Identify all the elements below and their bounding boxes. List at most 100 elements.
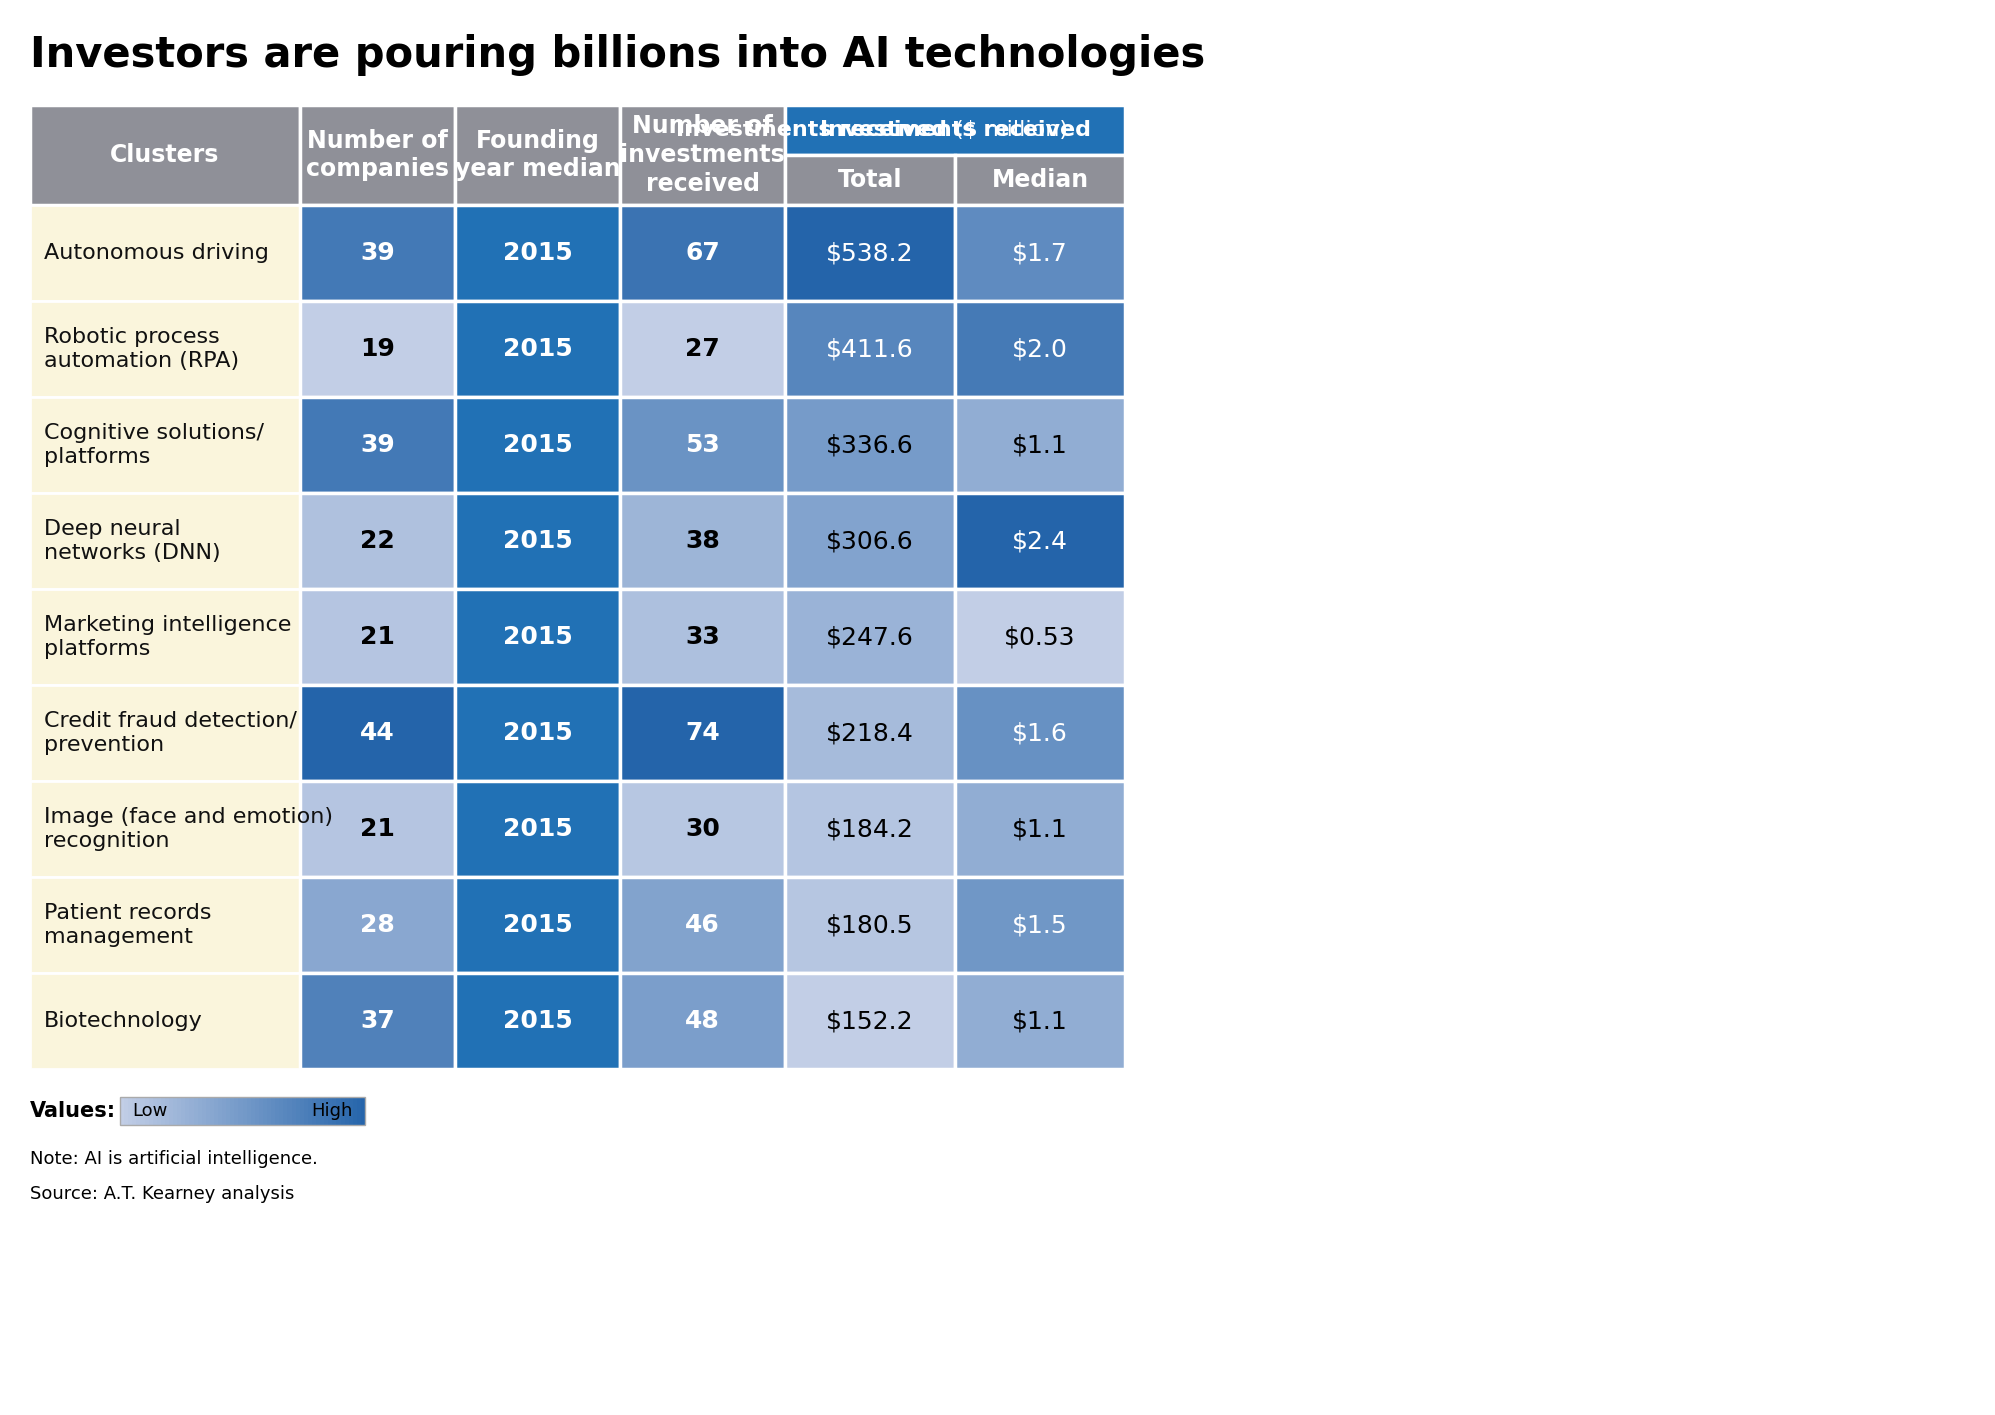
Text: $1.1: $1.1 bbox=[1011, 1009, 1067, 1033]
Text: $184.2: $184.2 bbox=[826, 816, 914, 841]
Bar bbox=[144, 1097, 150, 1125]
Bar bbox=[307, 1097, 313, 1125]
Text: 39: 39 bbox=[361, 241, 395, 265]
Text: 39: 39 bbox=[361, 433, 395, 457]
Bar bbox=[323, 1097, 329, 1125]
Bar bbox=[455, 877, 620, 974]
Bar bbox=[140, 1097, 146, 1125]
Bar bbox=[295, 1097, 299, 1125]
Bar bbox=[299, 589, 455, 685]
Text: Total: Total bbox=[838, 168, 902, 192]
Bar bbox=[311, 1097, 317, 1125]
Bar bbox=[174, 1097, 178, 1125]
Bar bbox=[620, 398, 784, 492]
Bar bbox=[30, 781, 299, 877]
Bar bbox=[229, 1097, 235, 1125]
Bar bbox=[299, 685, 455, 781]
Bar bbox=[128, 1097, 134, 1125]
Bar bbox=[303, 1097, 309, 1125]
Bar bbox=[784, 877, 956, 974]
Text: $0.53: $0.53 bbox=[1003, 625, 1075, 649]
Bar bbox=[299, 974, 455, 1068]
Bar bbox=[315, 1097, 321, 1125]
Bar bbox=[455, 492, 620, 589]
Text: $336.6: $336.6 bbox=[826, 433, 914, 457]
Bar bbox=[329, 1097, 333, 1125]
Bar bbox=[239, 1097, 243, 1125]
Text: Note: AI is artificial intelligence.: Note: AI is artificial intelligence. bbox=[30, 1150, 317, 1167]
Bar bbox=[30, 301, 299, 398]
Bar bbox=[120, 1097, 365, 1125]
Text: Investments received: Investments received bbox=[676, 120, 956, 140]
Bar bbox=[455, 685, 620, 781]
Bar bbox=[956, 781, 1125, 877]
Bar bbox=[263, 1097, 267, 1125]
Bar bbox=[247, 1097, 251, 1125]
Bar bbox=[784, 398, 956, 492]
Text: Investors are pouring billions into AI technologies: Investors are pouring billions into AI t… bbox=[30, 34, 1205, 76]
Bar bbox=[956, 974, 1125, 1068]
Text: 37: 37 bbox=[361, 1009, 395, 1033]
Text: $2.0: $2.0 bbox=[1011, 337, 1067, 361]
Bar bbox=[233, 1097, 239, 1125]
Text: 53: 53 bbox=[684, 433, 720, 457]
Bar bbox=[784, 781, 956, 877]
Bar bbox=[455, 589, 620, 685]
Bar bbox=[956, 156, 1125, 205]
Text: Number of
companies: Number of companies bbox=[305, 129, 449, 181]
Bar bbox=[319, 1097, 325, 1125]
Bar bbox=[455, 974, 620, 1068]
Text: Number of
investments
received: Number of investments received bbox=[620, 115, 784, 195]
Bar bbox=[30, 105, 299, 205]
Text: Credit fraud detection/
prevention: Credit fraud detection/ prevention bbox=[44, 710, 297, 756]
Bar bbox=[357, 1097, 361, 1125]
Bar bbox=[221, 1097, 227, 1125]
Bar bbox=[337, 1097, 341, 1125]
Bar bbox=[620, 877, 784, 974]
Text: 48: 48 bbox=[684, 1009, 720, 1033]
Text: 67: 67 bbox=[684, 241, 720, 265]
Text: Marketing intelligence
platforms: Marketing intelligence platforms bbox=[44, 614, 291, 659]
Bar bbox=[784, 492, 956, 589]
Bar bbox=[956, 492, 1125, 589]
Text: 2015: 2015 bbox=[503, 722, 573, 746]
Bar bbox=[349, 1097, 353, 1125]
Bar bbox=[455, 105, 620, 205]
Bar bbox=[956, 301, 1125, 398]
Bar bbox=[170, 1097, 174, 1125]
Bar bbox=[30, 685, 299, 781]
Bar bbox=[162, 1097, 166, 1125]
Text: $1.1: $1.1 bbox=[1011, 433, 1067, 457]
Bar bbox=[299, 105, 455, 205]
Bar bbox=[213, 1097, 219, 1125]
Bar bbox=[299, 781, 455, 877]
Bar bbox=[30, 398, 299, 492]
Text: $1.7: $1.7 bbox=[1011, 241, 1067, 265]
Bar bbox=[182, 1097, 186, 1125]
Bar bbox=[120, 1097, 124, 1125]
Text: $1.1: $1.1 bbox=[1011, 816, 1067, 841]
Bar bbox=[784, 685, 956, 781]
Bar bbox=[198, 1097, 201, 1125]
Bar bbox=[361, 1097, 365, 1125]
Text: Biotechnology: Biotechnology bbox=[44, 1010, 203, 1032]
Bar bbox=[455, 301, 620, 398]
Text: 2015: 2015 bbox=[503, 816, 573, 841]
Text: $152.2: $152.2 bbox=[826, 1009, 914, 1033]
Bar bbox=[299, 877, 455, 974]
Text: 2015: 2015 bbox=[503, 913, 573, 937]
Bar bbox=[620, 205, 784, 301]
Text: Median: Median bbox=[992, 168, 1089, 192]
Text: Patient records
management: Patient records management bbox=[44, 903, 211, 948]
Bar bbox=[784, 974, 956, 1068]
Text: 21: 21 bbox=[359, 816, 395, 841]
Text: ($ million): ($ million) bbox=[956, 120, 1067, 140]
Text: 38: 38 bbox=[684, 529, 720, 553]
Bar bbox=[166, 1097, 170, 1125]
Text: Image (face and emotion)
recognition: Image (face and emotion) recognition bbox=[44, 807, 333, 852]
Bar bbox=[124, 1097, 128, 1125]
Text: $2.4: $2.4 bbox=[1011, 529, 1067, 553]
Bar bbox=[620, 685, 784, 781]
Bar bbox=[205, 1097, 209, 1125]
Bar bbox=[30, 974, 299, 1068]
